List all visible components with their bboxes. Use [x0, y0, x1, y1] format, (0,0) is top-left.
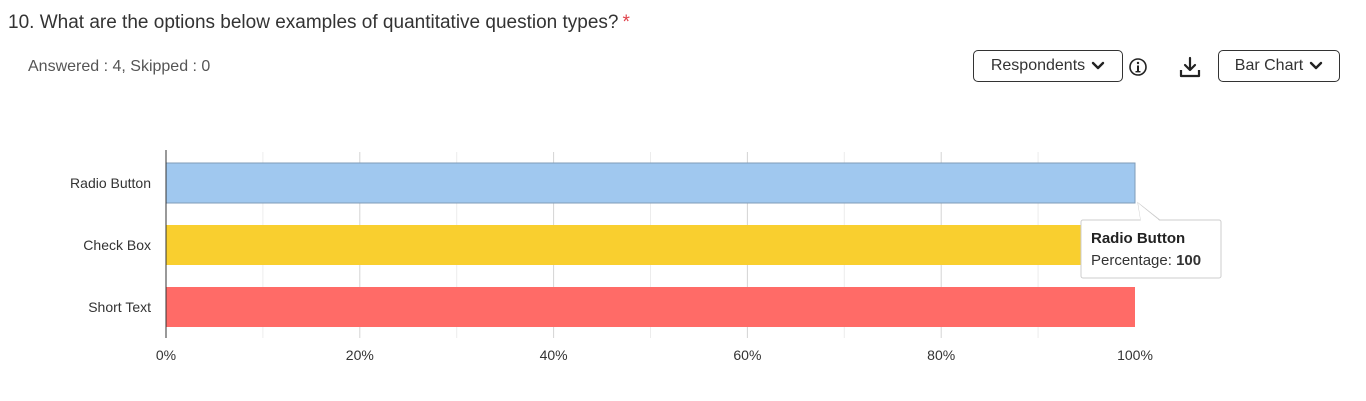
x-tick-label: 60%: [733, 347, 761, 363]
answer-summary: Answered : 4, Skipped : 0: [28, 58, 211, 75]
bar-chart: Radio Button Check Box Short Text 0% 20% 40% 6…: [70, 150, 1222, 363]
bar: [166, 287, 1135, 327]
respondents-dropdown[interactable]: Respondents: [973, 50, 1123, 82]
bar: [165, 162, 1136, 204]
bar: [166, 225, 1135, 265]
respondents-label: Respondents: [990, 57, 1086, 74]
category-label: Check Box: [83, 237, 151, 253]
category-label: Short Text: [88, 299, 151, 315]
tooltip-pointer-fill: [1138, 203, 1161, 222]
tooltip-box: [1080, 219, 1222, 279]
required-mark: *: [622, 12, 630, 33]
x-tick-label: 80%: [927, 347, 955, 363]
tooltip-value: 100: [1176, 252, 1201, 269]
chevron-down-icon: [1310, 61, 1323, 70]
x-tick-label: 40%: [540, 347, 568, 363]
tooltip-title: Radio Button: [1091, 230, 1185, 247]
info-icon[interactable]: [1126, 55, 1150, 79]
chart-type-label: Bar Chart: [1234, 57, 1304, 74]
question-title: 10. What are the options below examples …: [8, 12, 630, 34]
tooltip-text: Percentage: 100: [1091, 252, 1201, 269]
tooltip-label: Percentage:: [1091, 252, 1176, 269]
x-tick-label: 20%: [346, 347, 374, 363]
download-icon[interactable]: [1178, 55, 1202, 79]
category-label: Radio Button: [70, 175, 151, 191]
chevron-down-icon: [1091, 61, 1105, 70]
x-tick-label: 0%: [156, 347, 176, 363]
chart-type-dropdown[interactable]: Bar Chart: [1218, 50, 1340, 82]
question-text: 10. What are the options below examples …: [8, 12, 619, 33]
x-tick-label: 100%: [1117, 347, 1153, 363]
